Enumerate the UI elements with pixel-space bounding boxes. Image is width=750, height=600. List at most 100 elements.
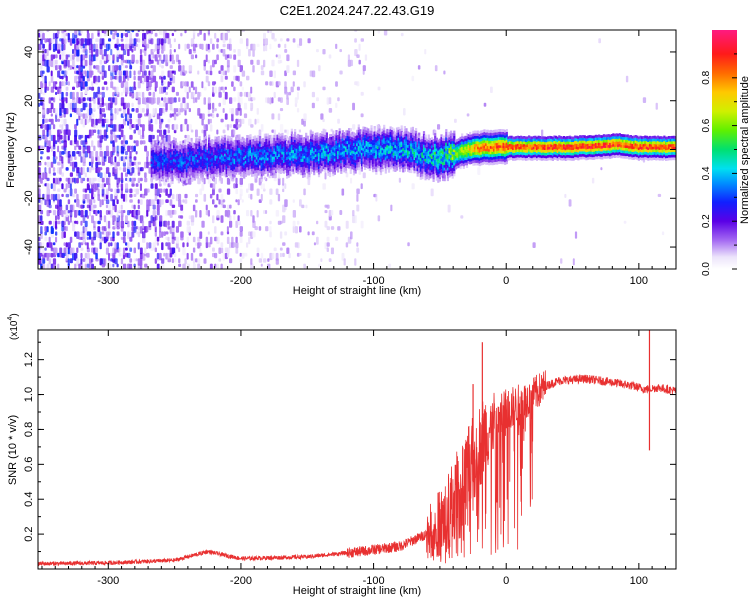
spectrogram-cell (91, 151, 94, 159)
spectrogram-cell (216, 210, 220, 218)
spectrogram-cell (125, 156, 128, 160)
spectrogram-cell (226, 30, 230, 33)
spectrogram-cell (286, 38, 290, 42)
spectrogram-cell (152, 75, 157, 83)
spectrogram-cell (108, 38, 112, 42)
spectrogram-cell (184, 30, 187, 34)
spectrogram-cell (159, 102, 162, 107)
spectrogram-cell (125, 86, 129, 95)
spectrogram-cell (125, 215, 128, 223)
spectrogram-cell (59, 177, 62, 182)
spectrogram-cell (377, 30, 381, 34)
spectrogram-cell (84, 258, 89, 265)
spectrogram-cell (127, 30, 131, 34)
spectrogram-cell (59, 65, 62, 71)
spectrogram-cell (67, 177, 71, 184)
spectrogram-cell (50, 226, 54, 234)
spectrogram-cell (74, 145, 77, 151)
spectrogram-cell (127, 59, 130, 64)
spectrogram-cell (188, 124, 192, 131)
spectrogram-cell (129, 145, 132, 150)
spectrogram-cell (48, 199, 51, 206)
spectrogram-cell (260, 263, 263, 267)
spectrogram-cell (110, 30, 113, 35)
spectrogram-cell (203, 86, 207, 91)
spectrogram-cell (125, 38, 129, 43)
spectrogram-cell (218, 86, 221, 93)
spectrogram-cell (156, 199, 160, 205)
spectrogram-cell (207, 113, 211, 117)
spectrogram-cell (52, 172, 56, 176)
spectrogram-cell (326, 226, 330, 231)
spectrogram-cell (279, 108, 284, 112)
spectrogram-cell (175, 193, 179, 202)
spectrogram-cell (229, 54, 232, 59)
spectrogram-cell (103, 215, 107, 223)
spectrogram-cell (411, 183, 415, 190)
spectrogram-ridge-cell (294, 131, 297, 135)
spectrogram-cell (161, 97, 164, 101)
spectrogram-ridge-cell (348, 130, 351, 134)
spectrogram-cell (144, 247, 147, 254)
spectrogram-cell (222, 204, 226, 209)
spectrogram-cell (80, 108, 83, 112)
spectrogram-cell (110, 242, 113, 247)
spectrogram-cell (239, 177, 243, 185)
spectrogram-cell (256, 118, 260, 124)
spectrogram-cell (345, 220, 349, 229)
spectrogram-cell (116, 65, 119, 71)
spectrogram-cell (88, 108, 93, 116)
spectrogram-cell (67, 258, 70, 266)
spectrogram-cell (67, 134, 70, 141)
spectrogram-cell (105, 102, 108, 111)
spectrogram-cell (229, 215, 232, 222)
spectrogram-cell (328, 97, 332, 105)
spectrogram-cell (214, 226, 217, 234)
spectrogram-cell (55, 81, 58, 85)
spectrogram-cell (339, 70, 343, 75)
spectrogram-cell (152, 210, 156, 218)
spectrogram-cell (84, 134, 88, 143)
spectrogram-cell (169, 226, 172, 234)
spectrogram-cell (95, 91, 98, 98)
spectrogram-cell (48, 220, 52, 225)
spectrogram-cell (212, 215, 215, 224)
spectrogram-cell (212, 43, 215, 50)
spectrogram-cell (72, 54, 75, 60)
spectrogram-cell (201, 118, 204, 126)
spectrogram-cell (275, 252, 279, 261)
spectrogram-cell (197, 91, 200, 100)
spectrogram-cell (250, 124, 254, 128)
spectrogram-ridge-cell (375, 169, 378, 172)
spectrogram-cell (120, 204, 123, 210)
spectrogram-cell (216, 54, 219, 61)
spectrogram-cell (52, 183, 56, 191)
spectrogram-cell (214, 86, 218, 94)
spectrogram-cell (199, 247, 202, 253)
spectrogram-cell (129, 118, 133, 125)
spectrogram-cell (269, 43, 272, 50)
spectrogram-cell (122, 32, 126, 36)
spectrogram-cell (182, 242, 185, 248)
spectrogram-cell (120, 199, 124, 204)
spectrogram-cell (82, 54, 85, 61)
spectrogram-ridge-cell (263, 176, 266, 180)
spectrogram-cell (120, 59, 124, 66)
spectrogram-cell (296, 108, 300, 113)
spectrogram-cell (116, 86, 119, 95)
spectrogram-cell (235, 236, 238, 243)
spectrogram-cell (184, 43, 187, 51)
spectrogram-cell (67, 129, 71, 136)
spectrogram-cell (72, 204, 75, 212)
spectrogram-cell (600, 167, 603, 171)
spectrogram-cell (129, 177, 132, 182)
spectrogram-cell (135, 215, 139, 220)
spectrogram-cell (67, 156, 71, 164)
spectrogram-cell (437, 124, 441, 130)
spectrogram-cell (105, 124, 109, 133)
spectrogram-cell (269, 226, 272, 233)
spectrogram-ridge-cell (208, 137, 211, 141)
spectrogram-cell (146, 204, 150, 212)
spectrogram-cell (182, 97, 186, 104)
spectrogram-cell (40, 54, 43, 62)
